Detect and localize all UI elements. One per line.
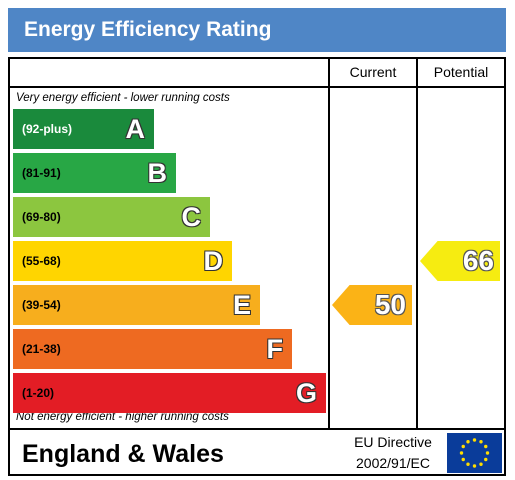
eu-star [466,440,470,444]
band-letter: B [147,158,168,188]
band-a: (92-plus) A [13,109,154,149]
efficient-note: Very energy efficient - lower running co… [16,92,230,104]
directive-line-2: 2002/91/EC [356,455,430,471]
eu-star [461,457,465,462]
band-range-label: (55-68) [22,254,61,268]
band-letter: C [181,202,202,232]
potential-rating-value: 66 [462,245,494,276]
potential-column-header: Potential [433,64,489,80]
column-divider [328,59,330,428]
rating-table: Current Potential Very energy efficient … [8,57,506,476]
eu-directive: EU Directive 2002/91/EC [340,432,446,474]
chart-title: Energy Efficiency Rating [8,8,506,52]
eu-star [485,451,490,455]
inefficient-note: Not energy efficient - higher running co… [16,411,229,423]
eu-star [479,440,483,444]
region-label: England & Wales [22,440,224,468]
eu-star [466,462,470,466]
band-g: (1-20) G [13,373,326,413]
current-rating-value: 50 [374,289,406,320]
current-column-header: Current [349,64,397,80]
eu-star [472,438,477,442]
band-letter: E [232,290,251,320]
eu-stars [459,438,490,468]
potential-rating-arrow: 66 [420,241,500,281]
eu-flag-icon [447,433,502,473]
column-divider [416,59,418,428]
band-letter: D [203,246,224,276]
eu-star [472,464,477,468]
band-letter: G [295,378,317,408]
band-b: (81-91) B [13,153,176,193]
band-letter: A [125,114,146,144]
band-c: (69-80) C [13,197,210,237]
eu-star [459,451,464,455]
band-range-label: (81-91) [22,166,61,180]
band-letter: F [266,334,284,364]
eu-star [484,444,488,449]
band-range-label: (92-plus) [22,122,73,136]
band-f: (21-38) F [13,329,292,369]
band-e: (39-54) E [13,285,260,325]
current-arrow-shape [332,285,412,325]
eu-star [484,457,488,462]
band-d: (55-68) D [13,241,232,281]
eu-star [461,444,465,449]
band-range-label: (39-54) [22,298,61,312]
current-rating-arrow: 50 [332,285,412,325]
band-range-label: (1-20) [22,386,55,400]
band-range-label: (69-80) [22,210,61,224]
potential-arrow-shape [420,241,500,281]
directive-line-1: EU Directive [354,434,432,450]
header-divider [10,86,504,88]
footer-divider [10,428,504,430]
band-range-label: (21-38) [22,342,61,356]
eu-star [479,462,483,466]
